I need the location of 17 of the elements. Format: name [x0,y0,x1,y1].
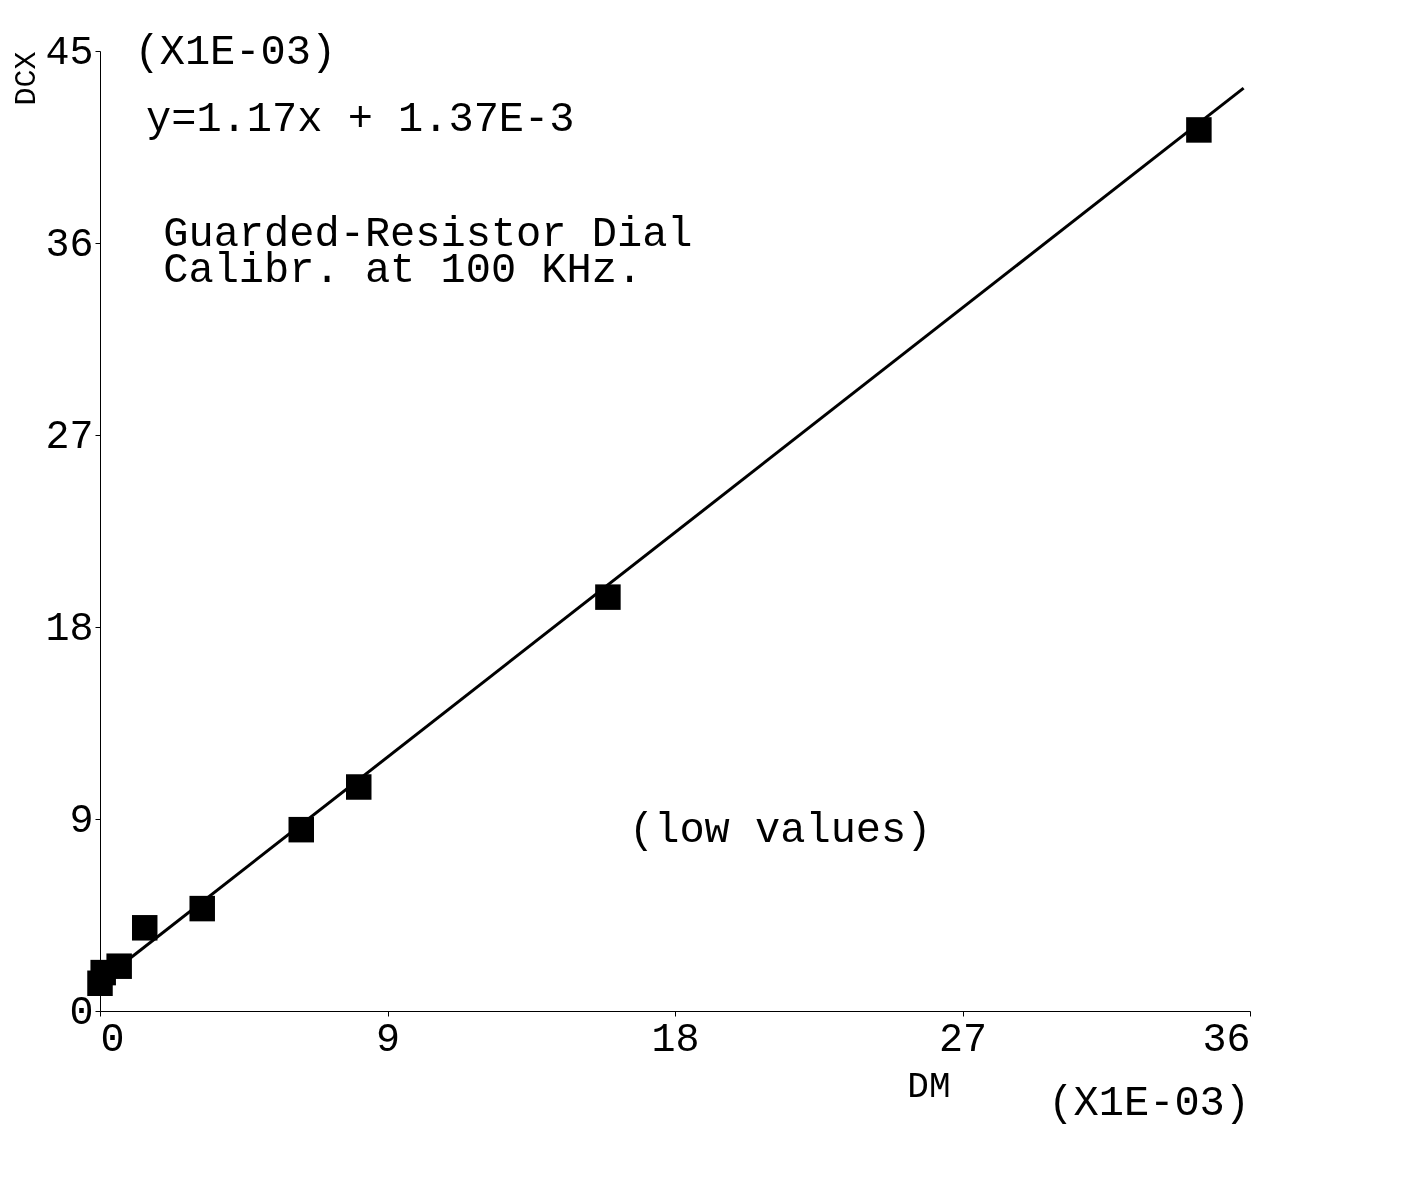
y-tick-label: 27 [45,414,94,460]
x-tick-label: 9 [375,1017,401,1063]
annotation: (X1E-03) [134,29,337,77]
y-tick-label: 18 [45,606,94,652]
annotation: Guarded-Resistor Dial Calibr. at 100 KHz. [163,211,693,296]
x-tick-label: 27 [938,1017,988,1063]
y-tick-label: 45 [45,30,94,76]
x-tick-label: 36 [1202,1017,1251,1063]
y-tick-label: 36 [45,222,94,268]
annotation: y=1.17x + 1.37E-3 [146,96,575,145]
y-tick-label: 9 [69,798,94,844]
annotation: (low values) [629,806,932,855]
text: (X1E-03) [1048,1080,1250,1129]
x-axis-title: DM [907,1066,951,1108]
x-tick-label: 0 [100,1017,125,1063]
y-axis-title: DCX [10,51,45,106]
x-tick-label: 18 [651,1017,700,1063]
